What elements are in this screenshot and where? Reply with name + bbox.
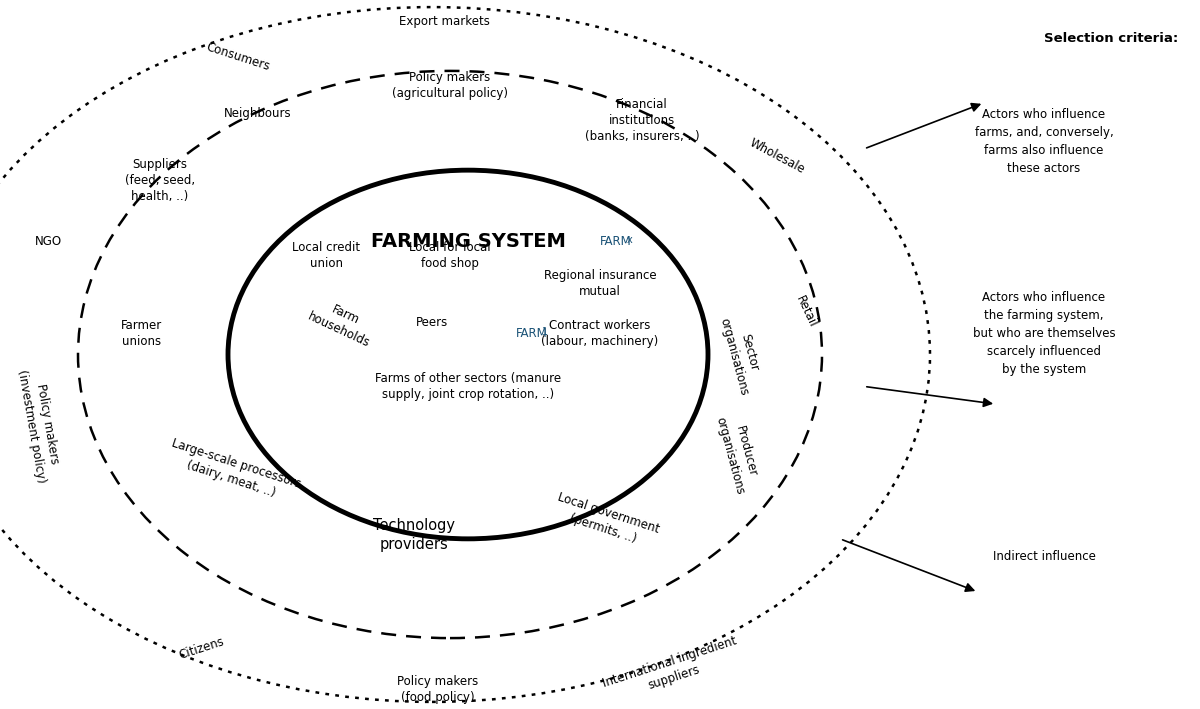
Text: Actors who influence
the farming system,
but who are themselves
scarcely influen: Actors who influence the farming system,… [973,291,1115,376]
Text: Peers: Peers [416,316,448,329]
Text: Sector
organisations: Sector organisations [718,312,766,397]
Text: Export markets: Export markets [398,15,490,28]
Text: Selection criteria:: Selection criteria: [1044,33,1178,45]
Text: Producer
organisations: Producer organisations [714,411,762,496]
Text: FARMING SYSTEM: FARMING SYSTEM [371,232,565,250]
Text: Contract workers
(labour, machinery): Contract workers (labour, machinery) [541,319,659,347]
Text: Policy makers
(food policy): Policy makers (food policy) [397,675,479,703]
Text: Local for local
food shop: Local for local food shop [409,241,491,269]
Text: Regional insurance
mutual: Regional insurance mutual [544,269,656,298]
Text: Farmer
unions: Farmer unions [121,319,162,347]
Text: Citizens: Citizens [178,635,226,662]
Text: Large-scale processors
(dairy, meat, ..): Large-scale processors (dairy, meat, ..) [166,437,302,506]
Text: Farms of other sectors (manure
supply, joint crop rotation, ..): Farms of other sectors (manure supply, j… [374,372,562,401]
Text: Local credit
union: Local credit union [293,241,360,269]
Text: Neighbours: Neighbours [224,107,292,120]
Text: x: x [626,235,632,245]
Text: Retail: Retail [793,294,820,330]
Text: Farm
households: Farm households [306,295,378,350]
Text: FARM: FARM [516,327,547,340]
Text: Local government
(permits, ..): Local government (permits, ..) [551,491,661,552]
Text: Indirect influence: Indirect influence [992,550,1096,563]
Text: Wholesale: Wholesale [748,136,808,176]
Text: FARM: FARM [600,235,631,247]
Text: International ingredient
suppliers: International ingredient suppliers [601,635,743,705]
Text: Financial
institutions
(banks, insurers, ..): Financial institutions (banks, insurers,… [584,98,700,143]
Text: Technology
providers: Technology providers [373,518,455,552]
Text: NGO: NGO [35,235,61,247]
Text: 1: 1 [542,327,548,337]
Text: Actors who influence
farms, and, conversely,
farms also influence
these actors: Actors who influence farms, and, convers… [974,108,1114,175]
Text: Consumers: Consumers [204,40,271,73]
Text: Suppliers
(feed, seed,
health, ..): Suppliers (feed, seed, health, ..) [125,158,194,203]
Text: Policy makers
(investment policy): Policy makers (investment policy) [16,367,64,484]
Text: Policy makers
(agricultural policy): Policy makers (agricultural policy) [392,71,508,99]
